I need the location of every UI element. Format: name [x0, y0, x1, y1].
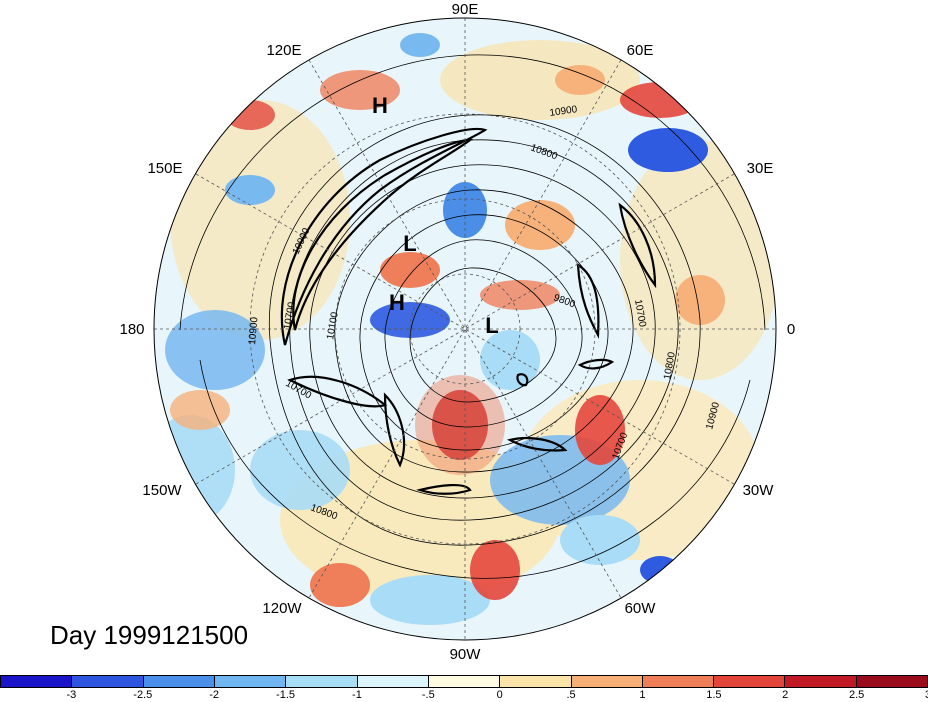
colorbar-tick-label: -.5	[421, 689, 435, 701]
lon-label-90w: 90W	[450, 646, 482, 663]
colorbar-cell	[357, 676, 429, 687]
contour-label: 10800	[662, 351, 678, 381]
contour-label: 10100	[325, 311, 341, 341]
lon-label-120e: 120E	[266, 42, 301, 59]
graticule	[154, 18, 776, 640]
colorbar-tick-label: 3	[925, 689, 928, 701]
colorbar-tick-label: 1	[639, 689, 646, 701]
lon-label-120w: 120W	[262, 600, 302, 617]
colorbar-cell	[143, 676, 215, 687]
colorbar-tick-label: -1	[352, 689, 362, 701]
lon-label-150w: 150W	[142, 482, 182, 499]
contour-label: 10900	[549, 104, 579, 119]
colorbar-cell	[286, 676, 358, 687]
colorbar	[0, 675, 928, 688]
globe-outline	[153, 17, 777, 641]
anomaly-field	[154, 18, 776, 640]
lon-label-0: 0	[787, 321, 795, 338]
colorbar-tick-label: -2.5	[133, 689, 153, 701]
pressure-centers: H L H L	[372, 93, 499, 338]
low-center-2: L	[485, 313, 498, 338]
colorbar-cell	[500, 676, 572, 687]
colorbar-cell	[785, 676, 857, 687]
colorbar-cell	[428, 676, 501, 687]
colorbar-tick-label: 0	[496, 689, 503, 701]
high-center-1: H	[372, 93, 388, 118]
colorbar-tick-label: -3	[66, 689, 77, 701]
high-center-2: H	[389, 290, 405, 315]
lon-label-180: 180	[119, 321, 144, 338]
colorbar-tick-labels: -3 -2.5 -2 -1.5 -1 -.5 0 .5 1 1.5 2 2.5 3	[0, 689, 928, 702]
lon-label-90e: 90E	[452, 1, 479, 18]
low-center-1: L	[403, 231, 416, 256]
contour-label: 10900	[247, 316, 260, 345]
day-label: Day 1999121500	[50, 620, 249, 650]
colorbar-cell	[1, 676, 73, 687]
colorbar-cell	[214, 676, 287, 687]
lon-label-60w: 60W	[625, 600, 657, 617]
colorbar-cell	[856, 676, 928, 687]
colorbar-cell	[72, 676, 144, 687]
colorbar-tick-label: 2.5	[848, 689, 865, 701]
contour-label: 10700	[282, 301, 298, 331]
lon-labels: 90E 60E 30E 0 30W 60W 90W 120W 150W 180 …	[119, 1, 795, 663]
colorbar-tick-label: -1.5	[276, 689, 296, 701]
lon-label-30w: 30W	[743, 482, 775, 499]
contour-label: 10700	[632, 299, 648, 329]
contour-labels: 10900 10800 10900 10700 10100 10900 1070…	[247, 104, 722, 522]
colorbar-cell	[571, 676, 643, 687]
colorbar-tick-label: 2	[782, 689, 789, 701]
colorbar-tick-label: .5	[566, 689, 576, 701]
lon-label-150e: 150E	[147, 160, 182, 177]
lon-label-30e: 30E	[747, 160, 774, 177]
lon-label-60e: 60E	[627, 42, 654, 59]
colorbar-tick-label: 1.5	[706, 689, 722, 701]
height-contours	[179, 54, 766, 579]
jet-contours	[280, 128, 657, 495]
colorbar-cell	[714, 676, 786, 687]
polar-map: 90E 60E 30E 0 30W 60W 90W 120W 150W 180 …	[119, 1, 795, 663]
colorbar-cell	[642, 676, 715, 687]
colorbar-tick-label: -2	[209, 689, 220, 701]
